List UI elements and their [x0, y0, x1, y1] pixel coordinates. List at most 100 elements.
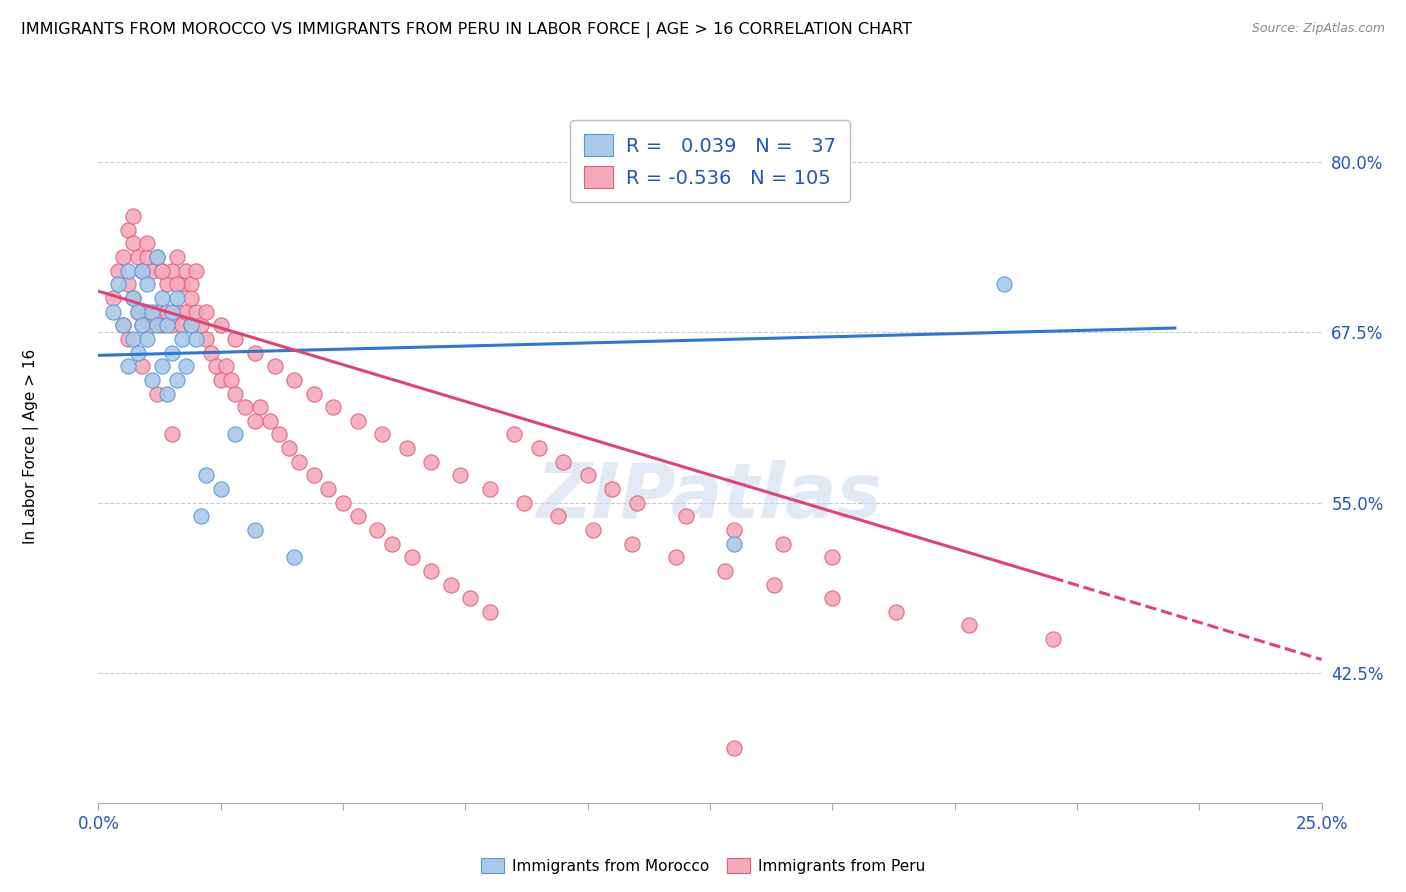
Point: [503, 427, 526, 442]
Point: [318, 482, 340, 496]
Point: [146, 304, 169, 318]
Point: [166, 277, 188, 292]
Point: [401, 550, 423, 565]
Point: [127, 304, 149, 318]
Point: [381, 536, 404, 550]
Point: [176, 264, 198, 278]
Point: [626, 496, 648, 510]
Point: [111, 318, 134, 333]
Point: [371, 427, 394, 442]
Point: [146, 250, 169, 264]
Point: [127, 304, 149, 318]
Point: [121, 291, 143, 305]
Point: [166, 291, 188, 305]
Point: [131, 264, 153, 278]
Point: [146, 250, 169, 264]
Point: [101, 291, 124, 305]
Point: [160, 304, 183, 318]
Point: [346, 414, 368, 428]
Text: In Labor Force | Age > 16: In Labor Force | Age > 16: [22, 349, 39, 543]
Point: [269, 427, 291, 442]
Point: [156, 277, 179, 292]
Text: Source: ZipAtlas.com: Source: ZipAtlas.com: [1251, 22, 1385, 36]
Point: [156, 386, 179, 401]
Point: [884, 605, 907, 619]
Point: [160, 264, 183, 278]
Point: [141, 373, 163, 387]
Point: [117, 277, 139, 292]
Point: [224, 427, 246, 442]
Point: [156, 318, 179, 333]
Point: [762, 577, 785, 591]
Point: [243, 414, 266, 428]
Legend: R =   0.039   N =   37, R = -0.536   N = 105: R = 0.039 N = 37, R = -0.536 N = 105: [569, 120, 851, 202]
Point: [302, 386, 325, 401]
Point: [131, 264, 153, 278]
Point: [136, 304, 159, 318]
Point: [180, 291, 202, 305]
Point: [224, 386, 246, 401]
Point: [243, 345, 266, 359]
Point: [121, 332, 143, 346]
Point: [278, 441, 301, 455]
Point: [141, 304, 163, 318]
Point: [136, 277, 159, 292]
Point: [209, 482, 232, 496]
Point: [200, 345, 222, 359]
Point: [127, 250, 149, 264]
Point: [288, 455, 311, 469]
Point: [420, 564, 443, 578]
Legend: Immigrants from Morocco, Immigrants from Peru: Immigrants from Morocco, Immigrants from…: [475, 852, 931, 880]
Point: [263, 359, 285, 374]
Point: [121, 291, 143, 305]
Point: [131, 359, 153, 374]
Text: ZIPatlas: ZIPatlas: [537, 459, 883, 533]
Point: [141, 264, 163, 278]
Point: [107, 264, 129, 278]
Point: [665, 550, 688, 565]
Point: [176, 304, 198, 318]
Point: [160, 318, 183, 333]
Point: [160, 427, 183, 442]
Point: [195, 468, 218, 483]
Point: [957, 618, 980, 632]
Point: [117, 223, 139, 237]
Point: [209, 373, 232, 387]
Point: [121, 236, 143, 251]
Point: [117, 264, 139, 278]
Point: [675, 509, 697, 524]
Point: [821, 550, 844, 565]
Point: [366, 523, 388, 537]
Point: [440, 577, 463, 591]
Point: [993, 277, 1015, 292]
Point: [553, 455, 575, 469]
Point: [233, 400, 256, 414]
Point: [117, 332, 139, 346]
Point: [141, 318, 163, 333]
Point: [136, 332, 159, 346]
Point: [117, 359, 139, 374]
Point: [111, 318, 134, 333]
Point: [219, 373, 242, 387]
Point: [166, 250, 188, 264]
Point: [150, 291, 173, 305]
Point: [513, 496, 536, 510]
Point: [150, 264, 173, 278]
Point: [547, 509, 569, 524]
Point: [772, 536, 794, 550]
Point: [146, 386, 169, 401]
Point: [180, 277, 202, 292]
Point: [209, 318, 232, 333]
Point: [249, 400, 271, 414]
Point: [156, 304, 179, 318]
Point: [127, 345, 149, 359]
Point: [322, 400, 344, 414]
Point: [186, 332, 208, 346]
Text: IMMIGRANTS FROM MOROCCO VS IMMIGRANTS FROM PERU IN LABOR FORCE | AGE > 16 CORREL: IMMIGRANTS FROM MOROCCO VS IMMIGRANTS FR…: [21, 22, 912, 38]
Point: [332, 496, 354, 510]
Point: [131, 318, 153, 333]
Point: [166, 304, 188, 318]
Point: [136, 250, 159, 264]
Point: [821, 591, 844, 606]
Point: [259, 414, 281, 428]
